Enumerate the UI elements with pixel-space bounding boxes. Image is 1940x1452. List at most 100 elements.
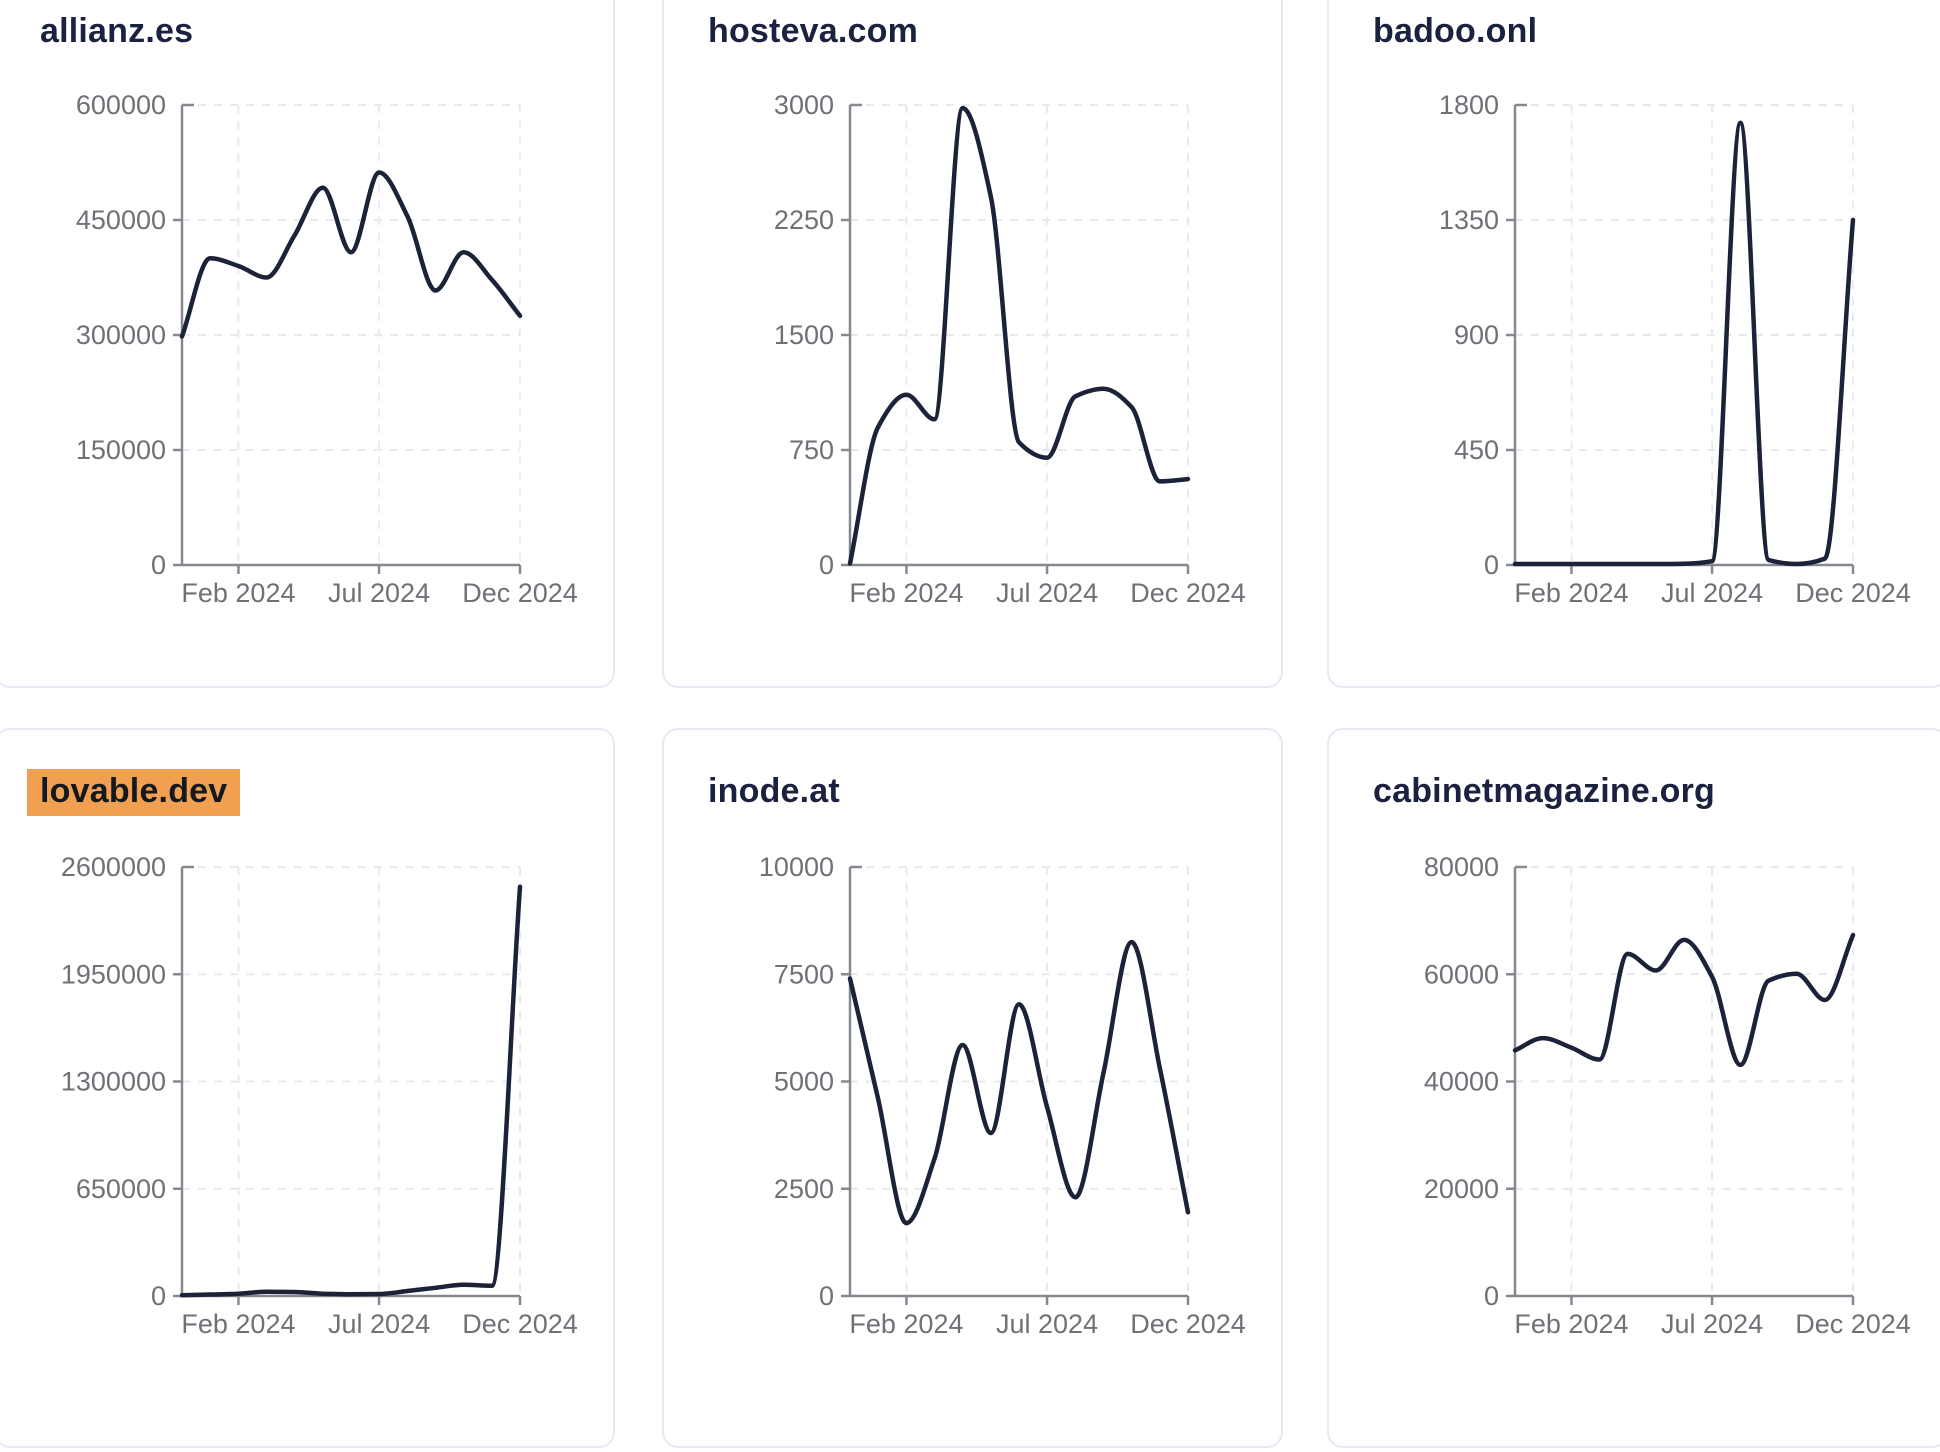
y-tick-label: 3000	[774, 90, 834, 120]
y-tick-label: 2600000	[61, 852, 166, 882]
domain-title: badoo.onl	[1373, 12, 1538, 50]
x-tick-label: Jul 2024	[1661, 1309, 1763, 1339]
axes	[841, 865, 1190, 1305]
y-tick-label: 5000	[774, 1067, 834, 1097]
card-title: inode.at	[708, 772, 840, 811]
series-line	[847, 105, 1191, 566]
y-tick-label: 10000	[759, 852, 834, 882]
x-tick-labels: Feb 2024 Jul 2024 Dec 2024	[849, 578, 1245, 608]
y-tick-label: 900	[1454, 320, 1499, 350]
y-tick-label: 0	[1484, 550, 1499, 580]
y-tick-label: 0	[151, 550, 166, 580]
series-line	[179, 884, 523, 1298]
y-tick-labels: 0 450 900 1350 1800	[1439, 90, 1499, 580]
chart-card[interactable]: cabinetmagazine.org 0 20000 40000 60000 8000…	[1327, 728, 1940, 1448]
y-tick-label: 750	[789, 435, 834, 465]
chart-card[interactable]: inode.at 0 2500 5000 7500 10000 Feb 2024 Jul 2…	[662, 728, 1283, 1448]
x-tick-labels: Feb 2024 Jul 2024 Dec 2024	[181, 578, 577, 608]
y-tick-label: 1800	[1439, 90, 1499, 120]
domain-title: hosteva.com	[708, 12, 919, 50]
x-tick-label: Dec 2024	[462, 1309, 578, 1339]
axes	[841, 103, 1190, 574]
gridlines	[182, 104, 521, 565]
card-title: allianz.es	[40, 12, 193, 51]
series-line	[179, 170, 523, 339]
axes	[173, 865, 522, 1305]
y-tick-labels: 0 20000 40000 60000 80000	[1424, 852, 1499, 1311]
y-tick-label: 450	[1454, 435, 1499, 465]
card-title: badoo.onl	[1373, 12, 1537, 51]
x-tick-label: Jul 2024	[996, 578, 1098, 608]
gridlines	[850, 866, 1189, 1296]
y-tick-label: 0	[1484, 1281, 1499, 1311]
axes	[173, 103, 522, 574]
line-chart: 0 2500 5000 7500 10000 Feb 2024 Jul 2024 Dec 20…	[759, 852, 1246, 1339]
x-tick-label: Jul 2024	[328, 1309, 430, 1339]
y-tick-label: 0	[151, 1281, 166, 1311]
line-chart: 0 650000 1300000 1950000 2600000 Feb 2024 Jul …	[61, 852, 578, 1339]
x-tick-label: Dec 2024	[1795, 578, 1911, 608]
line-chart: 0 750 1500 2250 3000 Feb 2024 Jul 2024 Dec 2024	[774, 90, 1246, 608]
y-tick-label: 2500	[774, 1174, 834, 1204]
y-tick-label: 150000	[76, 435, 166, 465]
series-line	[1512, 932, 1856, 1068]
y-tick-label: 40000	[1424, 1067, 1499, 1097]
y-tick-label: 60000	[1424, 959, 1499, 989]
gridlines	[850, 104, 1189, 565]
gridlines	[182, 866, 521, 1296]
x-tick-labels: Feb 2024 Jul 2024 Dec 2024	[1514, 578, 1910, 608]
y-tick-label: 1350	[1439, 205, 1499, 235]
y-tick-label: 1300000	[61, 1067, 166, 1097]
x-tick-label: Feb 2024	[1514, 578, 1628, 608]
x-tick-labels: Feb 2024 Jul 2024 Dec 2024	[1514, 1309, 1910, 1339]
axes	[1506, 103, 1855, 574]
x-tick-label: Feb 2024	[849, 1309, 963, 1339]
series-line	[847, 939, 1191, 1226]
domain-title: cabinetmagazine.org	[1373, 772, 1715, 810]
y-tick-label: 20000	[1424, 1174, 1499, 1204]
chart-card[interactable]: allianz.es 0 150000 300000 450000 600000 Feb …	[0, 0, 615, 688]
line-chart: 0 20000 40000 60000 80000 Feb 2024 Jul 2024 Dec…	[1424, 852, 1911, 1339]
x-tick-label: Dec 2024	[1130, 1309, 1246, 1339]
x-tick-label: Dec 2024	[462, 578, 578, 608]
y-tick-labels: 0 650000 1300000 1950000 2600000	[61, 852, 166, 1311]
y-tick-label: 2250	[774, 205, 834, 235]
domain-title: allianz.es	[40, 12, 194, 50]
x-tick-label: Feb 2024	[849, 578, 963, 608]
x-tick-label: Dec 2024	[1130, 578, 1246, 608]
line-chart: 0 150000 300000 450000 600000 Feb 2024 Jul 202…	[76, 90, 578, 608]
x-tick-label: Feb 2024	[1514, 1309, 1628, 1339]
x-tick-label: Jul 2024	[996, 1309, 1098, 1339]
y-tick-label: 1950000	[61, 959, 166, 989]
y-tick-label: 650000	[76, 1174, 166, 1204]
card-title: lovable.dev	[27, 769, 241, 816]
card-title: cabinetmagazine.org	[1373, 772, 1715, 811]
x-tick-labels: Feb 2024 Jul 2024 Dec 2024	[849, 1309, 1245, 1339]
y-tick-label: 450000	[76, 205, 166, 235]
y-tick-labels: 0 750 1500 2250 3000	[774, 90, 834, 580]
y-tick-label: 7500	[774, 959, 834, 989]
y-tick-label: 80000	[1424, 852, 1499, 882]
x-tick-labels: Feb 2024 Jul 2024 Dec 2024	[181, 1309, 577, 1339]
gridlines	[1515, 866, 1854, 1296]
domain-title: inode.at	[708, 772, 840, 810]
gridlines	[1515, 104, 1854, 565]
x-tick-label: Dec 2024	[1795, 1309, 1911, 1339]
y-tick-label: 300000	[76, 320, 166, 350]
card-title: hosteva.com	[708, 12, 918, 51]
x-tick-label: Feb 2024	[181, 578, 295, 608]
y-tick-labels: 0 2500 5000 7500 10000	[759, 852, 834, 1311]
x-tick-label: Jul 2024	[1661, 578, 1763, 608]
y-tick-label: 1500	[774, 320, 834, 350]
y-tick-label: 0	[819, 1281, 834, 1311]
chart-card[interactable]: hosteva.com 0 750 1500 2250 3000 Feb 2024 Jul …	[662, 0, 1283, 688]
line-chart: 0 450 900 1350 1800 Feb 2024 Jul 2024 Dec 2024	[1439, 90, 1911, 608]
x-tick-label: Feb 2024	[181, 1309, 295, 1339]
x-tick-label: Jul 2024	[328, 578, 430, 608]
axes	[1506, 865, 1855, 1305]
chart-card[interactable]: lovable.dev 0 650000 1300000 1950000 2600000…	[0, 728, 615, 1448]
y-tick-labels: 0 150000 300000 450000 600000	[76, 90, 166, 580]
domain-title-highlighted: lovable.dev	[27, 769, 241, 816]
chart-card[interactable]: badoo.onl 0 450 900 1350 1800 Feb 2024 Jul 202…	[1327, 0, 1940, 688]
